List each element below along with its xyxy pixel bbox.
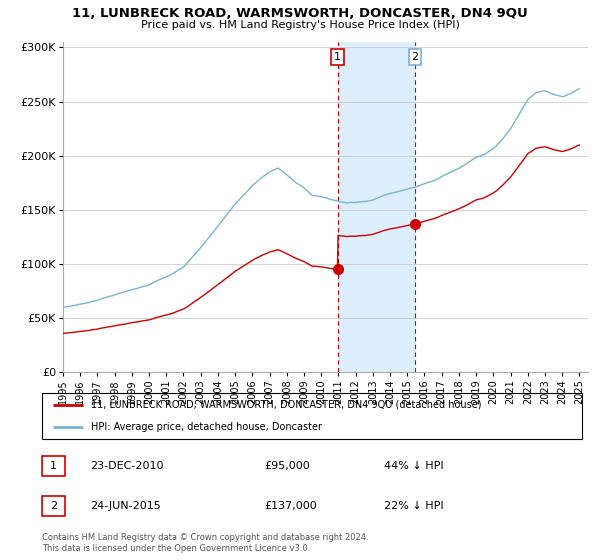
Text: 11, LUNBRECK ROAD, WARMSWORTH, DONCASTER, DN4 9QU: 11, LUNBRECK ROAD, WARMSWORTH, DONCASTER… <box>72 7 528 20</box>
Text: HPI: Average price, detached house, Doncaster: HPI: Average price, detached house, Donc… <box>91 422 322 432</box>
Text: 11, LUNBRECK ROAD, WARMSWORTH, DONCASTER, DN4 9QU (detached house): 11, LUNBRECK ROAD, WARMSWORTH, DONCASTER… <box>91 400 481 410</box>
Text: 24-JUN-2015: 24-JUN-2015 <box>90 501 161 511</box>
Text: 22% ↓ HPI: 22% ↓ HPI <box>384 501 443 511</box>
Text: £95,000: £95,000 <box>264 461 310 471</box>
Text: Contains HM Land Registry data © Crown copyright and database right 2024.
This d: Contains HM Land Registry data © Crown c… <box>42 533 368 553</box>
Text: 2: 2 <box>50 501 57 511</box>
Text: 1: 1 <box>334 52 341 62</box>
Text: 23-DEC-2010: 23-DEC-2010 <box>90 461 163 471</box>
Text: £137,000: £137,000 <box>264 501 317 511</box>
Text: 1: 1 <box>50 461 57 471</box>
Text: 44% ↓ HPI: 44% ↓ HPI <box>384 461 443 471</box>
Bar <box>338 42 415 372</box>
Text: Price paid vs. HM Land Registry's House Price Index (HPI): Price paid vs. HM Land Registry's House … <box>140 20 460 30</box>
Text: 2: 2 <box>412 52 419 62</box>
